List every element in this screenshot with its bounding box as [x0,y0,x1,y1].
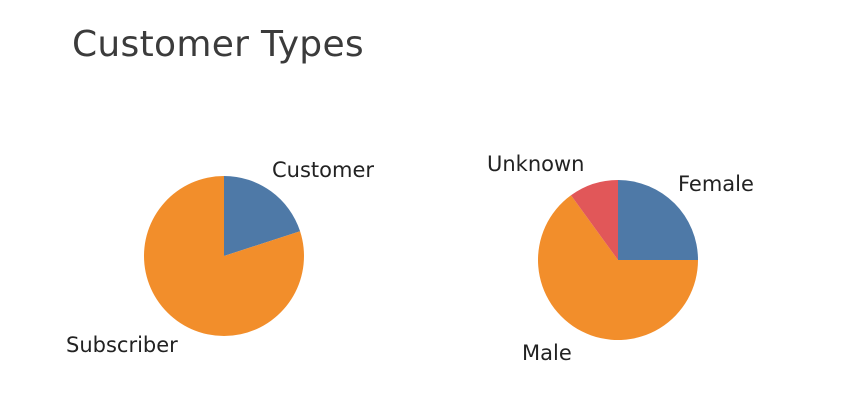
slice-label-unknown: Unknown [487,152,584,176]
pie-slice-customer[interactable] [224,176,301,256]
page-title: Customer Types [72,24,364,65]
slice-label-male: Male [522,341,572,365]
slice-label-female: Female [678,172,754,196]
gender-pie: Female Male Unknown [487,152,754,365]
slice-label-customer: Customer [272,158,374,182]
pie-slice-subscriber[interactable] [143,175,304,336]
pie-slice-male[interactable] [538,195,698,341]
slice-label-subscriber: Subscriber [66,333,178,357]
pie-slice-unknown[interactable] [570,180,618,260]
customer-type-pie: Customer Subscriber [66,158,374,357]
pie-slice-female[interactable] [618,180,698,260]
